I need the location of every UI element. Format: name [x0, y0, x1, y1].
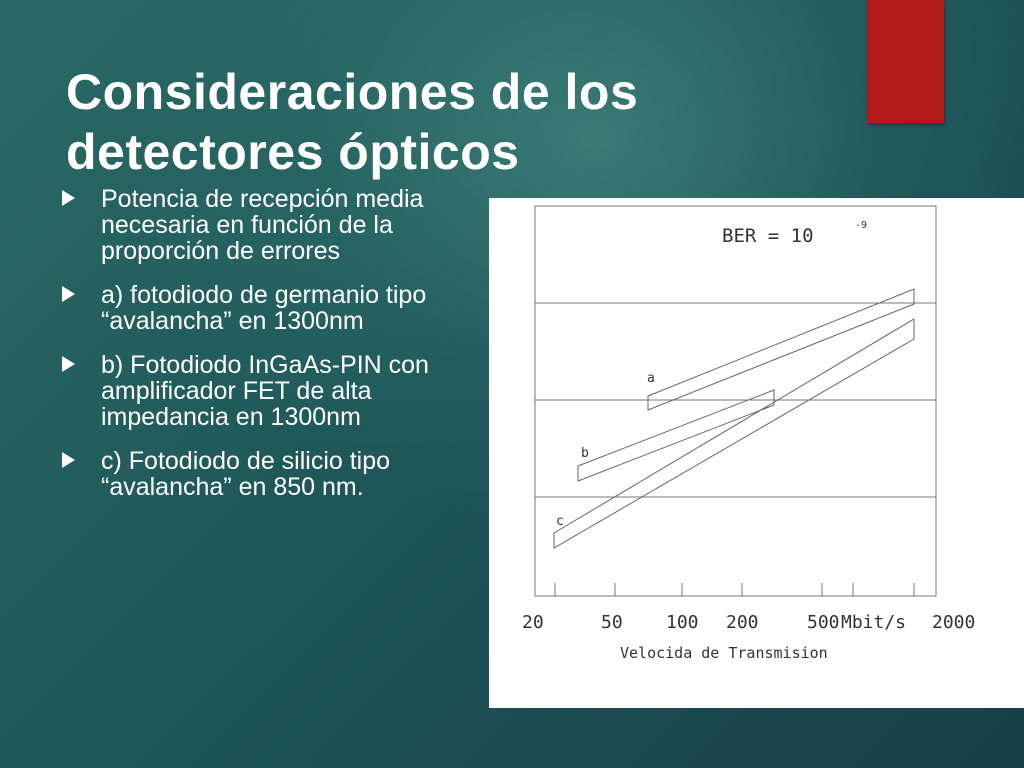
- bullet-item: Potencia de recepción media necesaria en…: [62, 186, 472, 264]
- band-a: [647, 288, 915, 411]
- band-c: [553, 318, 915, 549]
- ber-annotation: BER = 10: [722, 225, 814, 247]
- bullet-item: c) Fotodiodo de silicio tipo “avalancha”…: [62, 448, 472, 500]
- series-label-a: a: [647, 371, 655, 386]
- ber-exponent: -9: [855, 220, 867, 231]
- bullet-text: Potencia de recepción media necesaria en…: [101, 185, 424, 265]
- x-tick-label: 50: [601, 612, 623, 633]
- x-tick-label: 2000: [932, 612, 975, 633]
- series-label-c: c: [556, 514, 564, 529]
- x-tick-label: 20: [522, 612, 544, 633]
- bullet-text: c) Fotodiodo de silicio tipo “avalancha”…: [101, 447, 391, 501]
- x-axis-title: Velocida de Transmision: [620, 644, 828, 662]
- x-tick-label: 200: [726, 612, 759, 633]
- chart-svg: a b c BER = 10 -9 20 50 100 200 500 Mbit…: [522, 205, 975, 662]
- band-b: [577, 389, 775, 482]
- series-label-b: b: [581, 446, 589, 461]
- slide-title: Consideraciones de los detectores óptico…: [66, 64, 639, 180]
- bullet-arrow-icon: [62, 286, 75, 302]
- bullet-list: Potencia de recepción media necesaria en…: [62, 186, 472, 518]
- bullet-arrow-icon: [62, 190, 75, 206]
- bullet-item: a) fotodiodo de germanio tipo “avalancha…: [62, 282, 472, 334]
- bullet-arrow-icon: [62, 452, 75, 468]
- x-unit-label: Mbit/s: [841, 612, 906, 633]
- x-tick-label: 100: [666, 612, 699, 633]
- chart-figure: a b c BER = 10 -9 20 50 100 200 500 Mbit…: [489, 198, 1024, 708]
- bullet-text: b) Fotodiodo InGaAs-PIN con amplificador…: [101, 351, 429, 431]
- bullet-item: b) Fotodiodo InGaAs-PIN con amplificador…: [62, 352, 472, 430]
- accent-bar: [867, 0, 944, 123]
- bullet-arrow-icon: [62, 356, 75, 372]
- bullet-text: a) fotodiodo de germanio tipo “avalancha…: [101, 281, 427, 335]
- plot-frame: [534, 205, 937, 597]
- x-tick-label: 500: [807, 612, 840, 633]
